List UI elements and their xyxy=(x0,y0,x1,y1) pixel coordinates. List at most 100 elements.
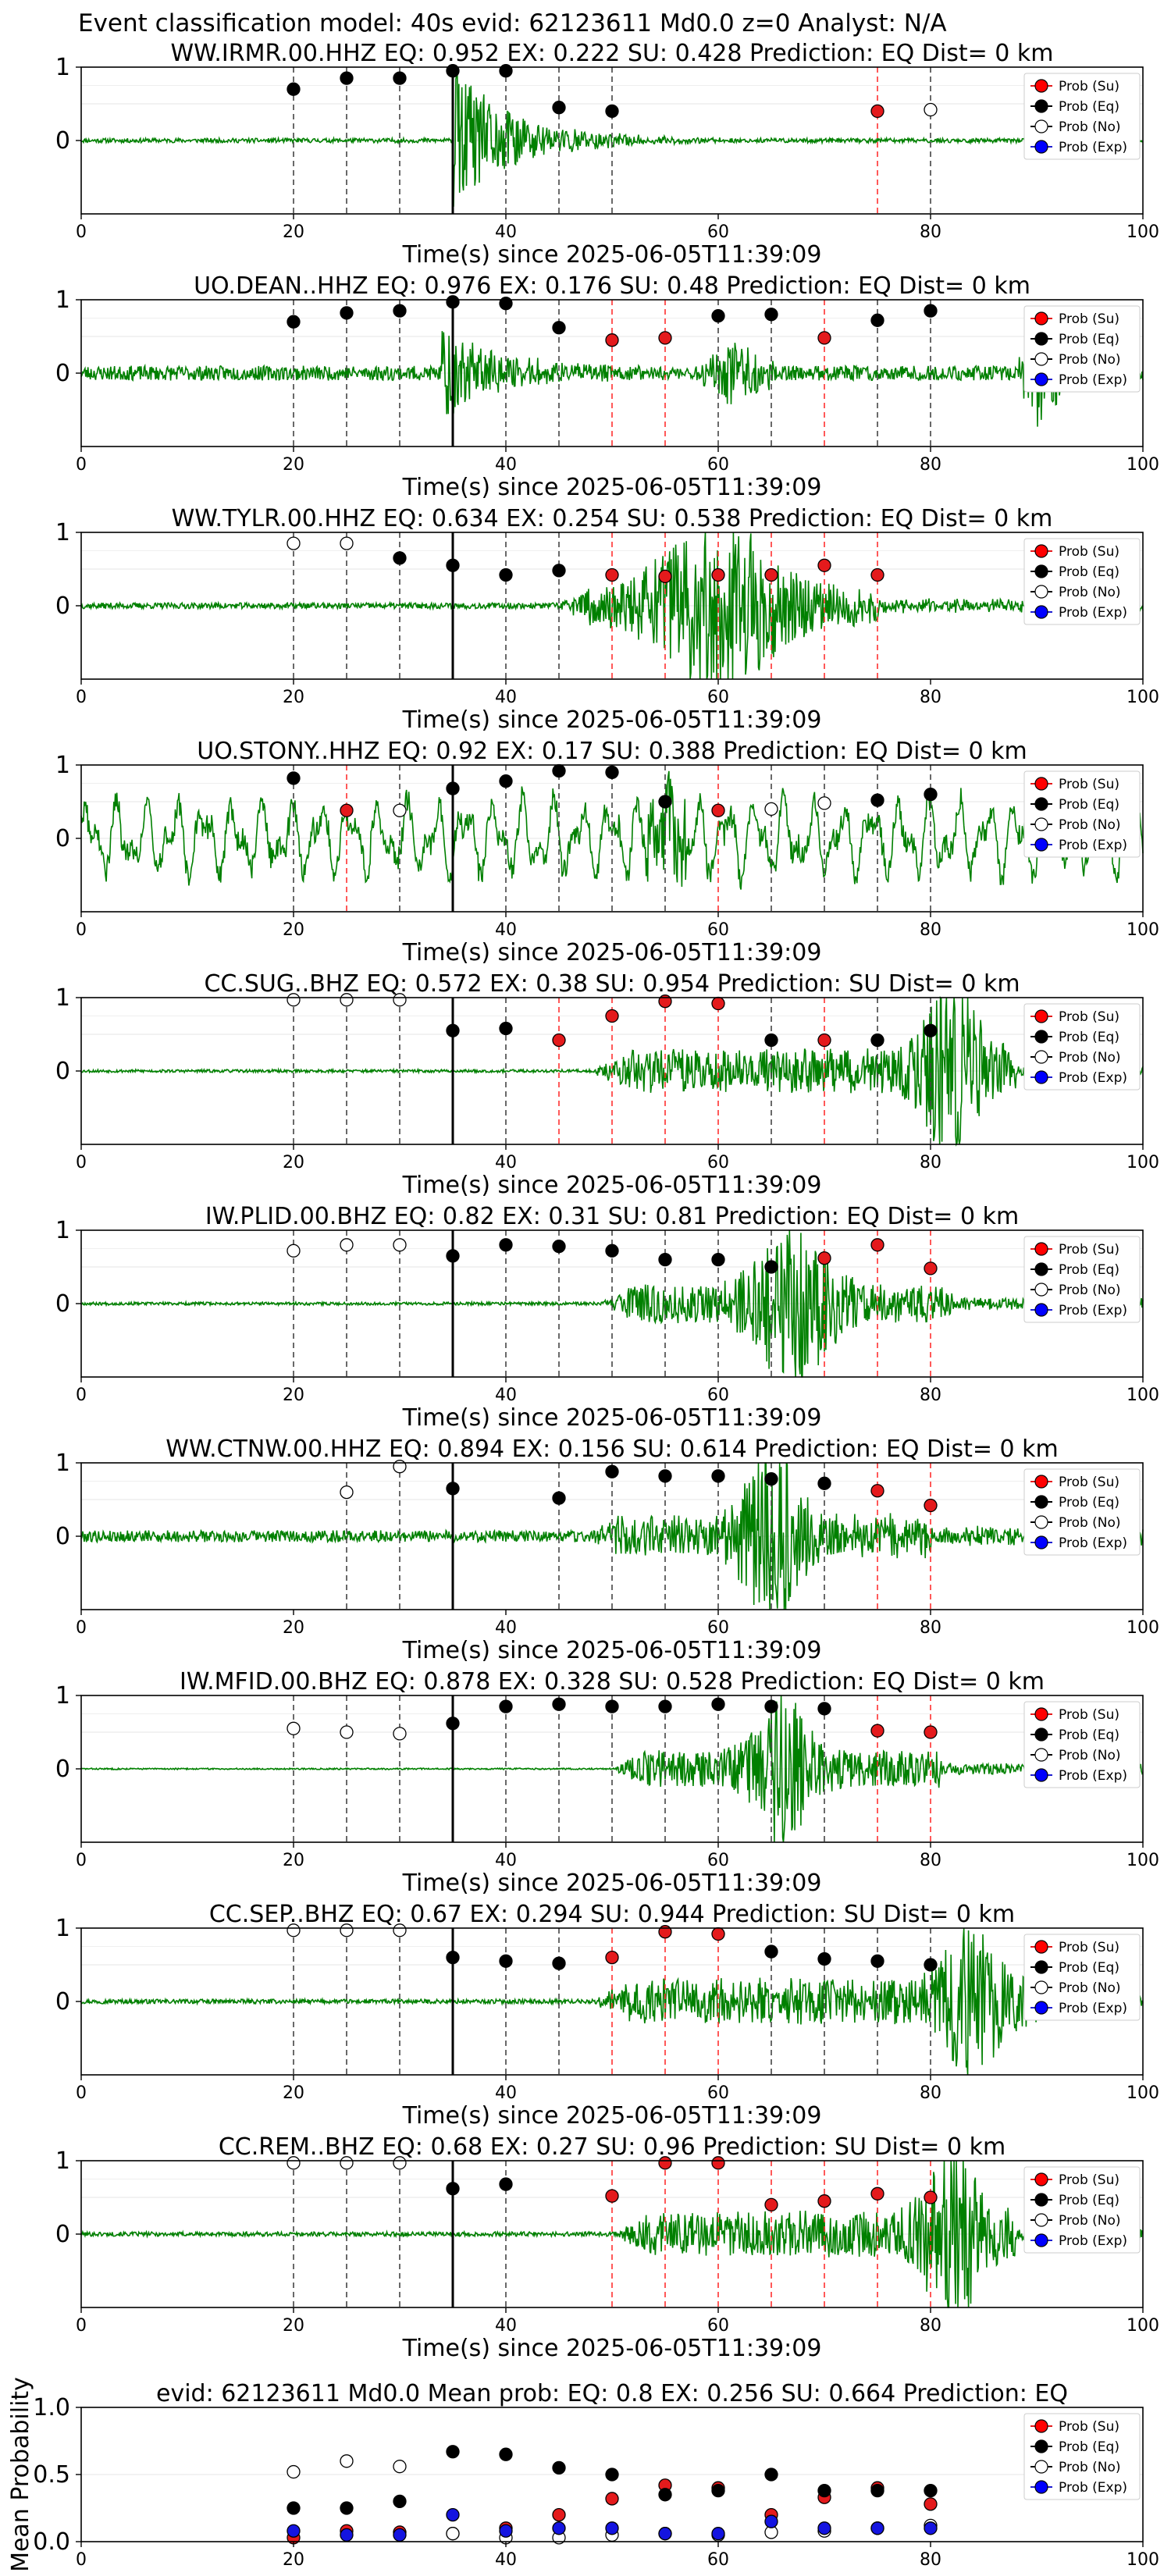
x-tick-label: 80 xyxy=(920,688,941,707)
legend-marker xyxy=(1034,2439,1048,2453)
legend-label: Prob (No) xyxy=(1059,1515,1121,1531)
x-tick-label: 40 xyxy=(495,2316,517,2336)
prob-marker-eq xyxy=(446,2182,460,2196)
prob-marker-eq xyxy=(499,297,513,311)
legend-label: Prob (Exp) xyxy=(1059,140,1127,155)
x-tick-label: 100 xyxy=(1127,2316,1159,2336)
x-tick-label: 80 xyxy=(920,1851,941,1870)
panel-title: CC.SEP..BHZ EQ: 0.67 EX: 0.294 SU: 0.944… xyxy=(209,1901,1015,1928)
prob-marker-eq xyxy=(764,1260,778,1274)
panel-7: IW.MFID.00.BHZ EQ: 0.878 EX: 0.328 SU: 0… xyxy=(55,1668,1159,1897)
legend-marker xyxy=(1034,1768,1048,1782)
legend-label: Prob (Exp) xyxy=(1059,2480,1127,2496)
y-tick-label: 1 xyxy=(55,1217,70,1244)
prob-marker-eq xyxy=(287,771,301,785)
prob-marker-no xyxy=(287,1721,301,1735)
mean-marker-su xyxy=(605,2492,619,2506)
x-tick-label: 100 xyxy=(1127,455,1159,475)
legend-marker xyxy=(1034,544,1048,558)
prob-marker-eq xyxy=(924,1023,938,1037)
x-tick-label: 40 xyxy=(495,1618,517,1638)
prob-marker-su xyxy=(711,568,725,582)
mean-marker-exp xyxy=(605,2521,619,2535)
mean-marker-eq xyxy=(340,2501,354,2515)
mean-marker-no xyxy=(446,2527,460,2541)
panels: WW.IRMR.00.HHZ EQ: 0.952 EX: 0.222 SU: 0… xyxy=(7,40,1159,2572)
legend-box xyxy=(1023,2166,1141,2254)
mean-marker-eq xyxy=(817,2483,831,2498)
mean-marker-exp xyxy=(817,2521,831,2535)
prob-marker-eq xyxy=(552,101,566,115)
prob-marker-eq xyxy=(870,793,884,807)
y-tick-label: 0.0 xyxy=(33,2528,70,2556)
prob-marker-eq xyxy=(658,1699,672,1713)
x-tick-label: 80 xyxy=(920,920,941,940)
y-tick-label: 0 xyxy=(55,2221,70,2248)
legend-label: Prob (Eq) xyxy=(1059,1727,1119,1743)
prob-marker-eq xyxy=(764,1472,778,1486)
panel-5: IW.PLID.00.BHZ EQ: 0.82 EX: 0.31 SU: 0.8… xyxy=(55,1203,1159,1432)
prob-marker-eq xyxy=(287,82,301,96)
legend-marker xyxy=(1034,311,1048,326)
mean-marker-eq xyxy=(393,2494,407,2509)
prob-marker-no xyxy=(287,993,301,1007)
legend-marker xyxy=(1034,332,1048,346)
prob-marker-su xyxy=(711,803,725,817)
legend-label: Prob (Eq) xyxy=(1059,797,1119,813)
panel-title: WW.IRMR.00.HHZ EQ: 0.952 EX: 0.222 SU: 0… xyxy=(171,40,1054,67)
x-tick-label: 80 xyxy=(920,2083,941,2103)
prob-marker-su xyxy=(870,1238,884,1252)
x-tick-label: 0 xyxy=(76,2083,87,2103)
prob-marker-eq xyxy=(340,71,354,85)
prob-marker-eq xyxy=(499,1021,513,1036)
prob-marker-no xyxy=(764,802,778,817)
x-tick-label: 100 xyxy=(1127,222,1159,242)
x-tick-label: 60 xyxy=(707,1851,729,1870)
y-tick-label: 0 xyxy=(55,127,70,155)
legend-label: Prob (Su) xyxy=(1059,2419,1119,2435)
prob-marker-eq xyxy=(393,304,407,318)
legend-label: Prob (Su) xyxy=(1059,1242,1119,1258)
prob-marker-no xyxy=(340,2156,354,2170)
x-tick-label: 0 xyxy=(76,222,87,242)
x-tick-label: 80 xyxy=(920,2550,941,2570)
legend-marker xyxy=(1034,79,1048,93)
y-tick-label: 0.5 xyxy=(33,2461,70,2489)
legend-box xyxy=(1023,770,1141,858)
legend-marker xyxy=(1034,1475,1048,1489)
prob-marker-su xyxy=(870,104,884,119)
x-tick-label: 80 xyxy=(920,1153,941,1172)
x-axis-label: Time(s) since 2025-06-05T11:39:09 xyxy=(402,2335,822,2362)
prob-marker-eq xyxy=(817,1702,831,1716)
prob-marker-eq xyxy=(605,1244,619,1258)
mean-marker-eq xyxy=(711,2483,725,2498)
prob-marker-su xyxy=(817,2194,831,2208)
mean-marker-no xyxy=(287,2464,301,2479)
x-tick-label: 60 xyxy=(707,2550,729,2570)
prob-marker-su xyxy=(924,1261,938,1276)
x-tick-label: 0 xyxy=(76,920,87,940)
legend-marker xyxy=(1034,1495,1048,1509)
prob-marker-no xyxy=(393,2156,407,2170)
y-tick-label: 1 xyxy=(55,1915,70,1942)
legend-label: Prob (No) xyxy=(1059,817,1121,833)
figure-suptitle: Event classification model: 40s evid: 62… xyxy=(78,9,947,37)
x-tick-label: 20 xyxy=(283,2083,304,2103)
legend-label: Prob (Exp) xyxy=(1059,2233,1127,2249)
prob-marker-eq xyxy=(446,1482,460,1496)
mean-marker-eq xyxy=(499,2447,513,2461)
prob-marker-no xyxy=(287,2156,301,2170)
prob-marker-no xyxy=(393,1727,407,1741)
legend-marker xyxy=(1034,1727,1048,1742)
prob-marker-su xyxy=(764,568,778,582)
prob-marker-no xyxy=(287,1244,301,1258)
panel-9: CC.REM..BHZ EQ: 0.68 EX: 0.27 SU: 0.96 P… xyxy=(55,2133,1159,2362)
mean-marker-eq xyxy=(870,2483,884,2498)
x-axis-label: Time(s) since 2025-06-05T11:39:09 xyxy=(402,2102,822,2129)
legend-marker xyxy=(1034,797,1048,811)
prob-marker-eq xyxy=(446,1717,460,1731)
prob-marker-eq xyxy=(870,313,884,327)
legend-marker xyxy=(1034,1940,1048,1954)
prob-marker-eq xyxy=(499,2177,513,2191)
legend-label: Prob (Eq) xyxy=(1059,1262,1119,1278)
